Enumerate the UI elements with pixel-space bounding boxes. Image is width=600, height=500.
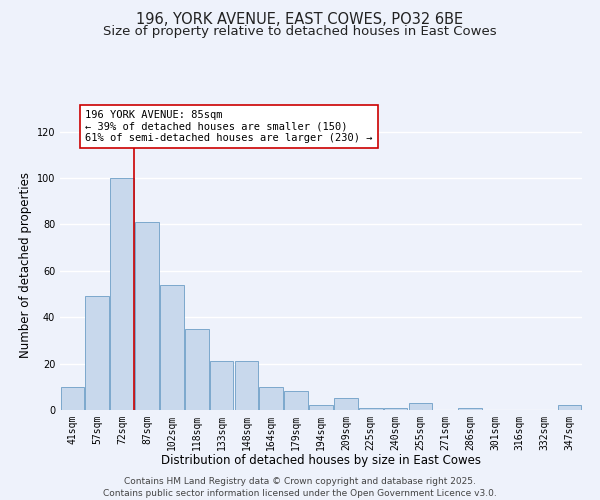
Bar [259,387,283,410]
Bar [284,392,308,410]
Bar [409,403,432,410]
Bar [235,362,258,410]
Bar [558,406,581,410]
Bar [135,222,159,410]
Bar [110,178,134,410]
Bar [384,408,407,410]
Text: 196, YORK AVENUE, EAST COWES, PO32 6BE: 196, YORK AVENUE, EAST COWES, PO32 6BE [136,12,464,28]
Bar [334,398,358,410]
Text: 196 YORK AVENUE: 85sqm
← 39% of detached houses are smaller (150)
61% of semi-de: 196 YORK AVENUE: 85sqm ← 39% of detached… [85,110,373,143]
Text: Contains HM Land Registry data © Crown copyright and database right 2025.
Contai: Contains HM Land Registry data © Crown c… [103,476,497,498]
Bar [61,387,84,410]
Bar [85,296,109,410]
Bar [458,408,482,410]
Text: Size of property relative to detached houses in East Cowes: Size of property relative to detached ho… [103,25,497,38]
Bar [309,406,333,410]
Bar [160,284,184,410]
Y-axis label: Number of detached properties: Number of detached properties [19,172,32,358]
X-axis label: Distribution of detached houses by size in East Cowes: Distribution of detached houses by size … [161,454,481,468]
Bar [210,362,233,410]
Bar [359,408,383,410]
Bar [185,329,209,410]
